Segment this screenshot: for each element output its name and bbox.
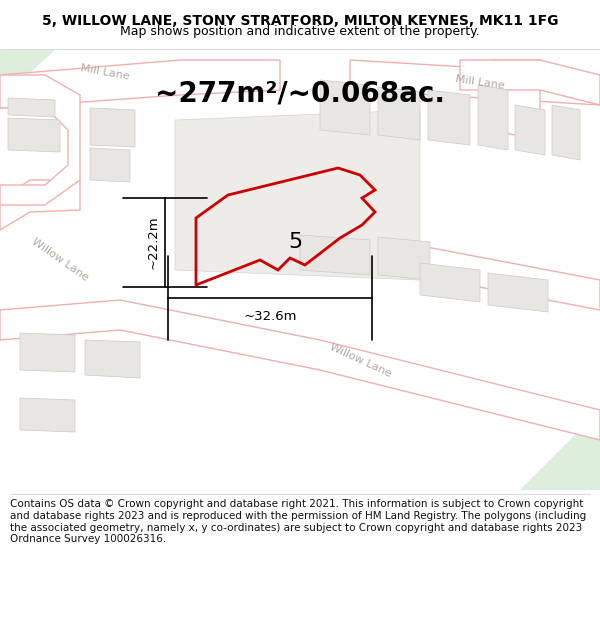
Polygon shape bbox=[0, 50, 55, 100]
Polygon shape bbox=[20, 333, 75, 372]
Polygon shape bbox=[378, 87, 420, 140]
Polygon shape bbox=[85, 340, 140, 378]
Text: Willow Lane: Willow Lane bbox=[328, 341, 392, 379]
Text: Mill Lane: Mill Lane bbox=[455, 74, 505, 91]
Text: 5, WILLOW LANE, STONY STRATFORD, MILTON KEYNES, MK11 1FG: 5, WILLOW LANE, STONY STRATFORD, MILTON … bbox=[42, 14, 558, 28]
Polygon shape bbox=[378, 237, 430, 280]
Text: ~22.2m: ~22.2m bbox=[146, 216, 160, 269]
Polygon shape bbox=[520, 410, 600, 490]
Polygon shape bbox=[90, 148, 130, 182]
Text: Willow Lane: Willow Lane bbox=[30, 237, 90, 283]
Polygon shape bbox=[320, 80, 370, 135]
Polygon shape bbox=[300, 235, 370, 275]
Polygon shape bbox=[0, 60, 280, 108]
Text: Mill Lane: Mill Lane bbox=[80, 62, 130, 81]
Text: 5: 5 bbox=[288, 232, 302, 252]
Polygon shape bbox=[175, 110, 420, 280]
Polygon shape bbox=[488, 273, 548, 312]
Polygon shape bbox=[0, 300, 600, 440]
Polygon shape bbox=[350, 60, 600, 105]
Polygon shape bbox=[552, 105, 580, 160]
Polygon shape bbox=[515, 105, 545, 155]
Polygon shape bbox=[390, 240, 600, 310]
Polygon shape bbox=[8, 98, 55, 117]
Polygon shape bbox=[428, 90, 470, 145]
Text: Contains OS data © Crown copyright and database right 2021. This information is : Contains OS data © Crown copyright and d… bbox=[10, 499, 586, 544]
Polygon shape bbox=[0, 75, 80, 205]
Text: Map shows position and indicative extent of the property.: Map shows position and indicative extent… bbox=[120, 24, 480, 38]
Polygon shape bbox=[490, 60, 540, 140]
Polygon shape bbox=[460, 60, 600, 105]
Polygon shape bbox=[478, 85, 508, 150]
Polygon shape bbox=[90, 108, 135, 147]
Polygon shape bbox=[0, 180, 80, 230]
Text: ~277m²/~0.068ac.: ~277m²/~0.068ac. bbox=[155, 80, 445, 108]
Polygon shape bbox=[420, 263, 480, 302]
Polygon shape bbox=[8, 118, 60, 152]
Text: ~32.6m: ~32.6m bbox=[243, 310, 297, 323]
Polygon shape bbox=[20, 398, 75, 432]
